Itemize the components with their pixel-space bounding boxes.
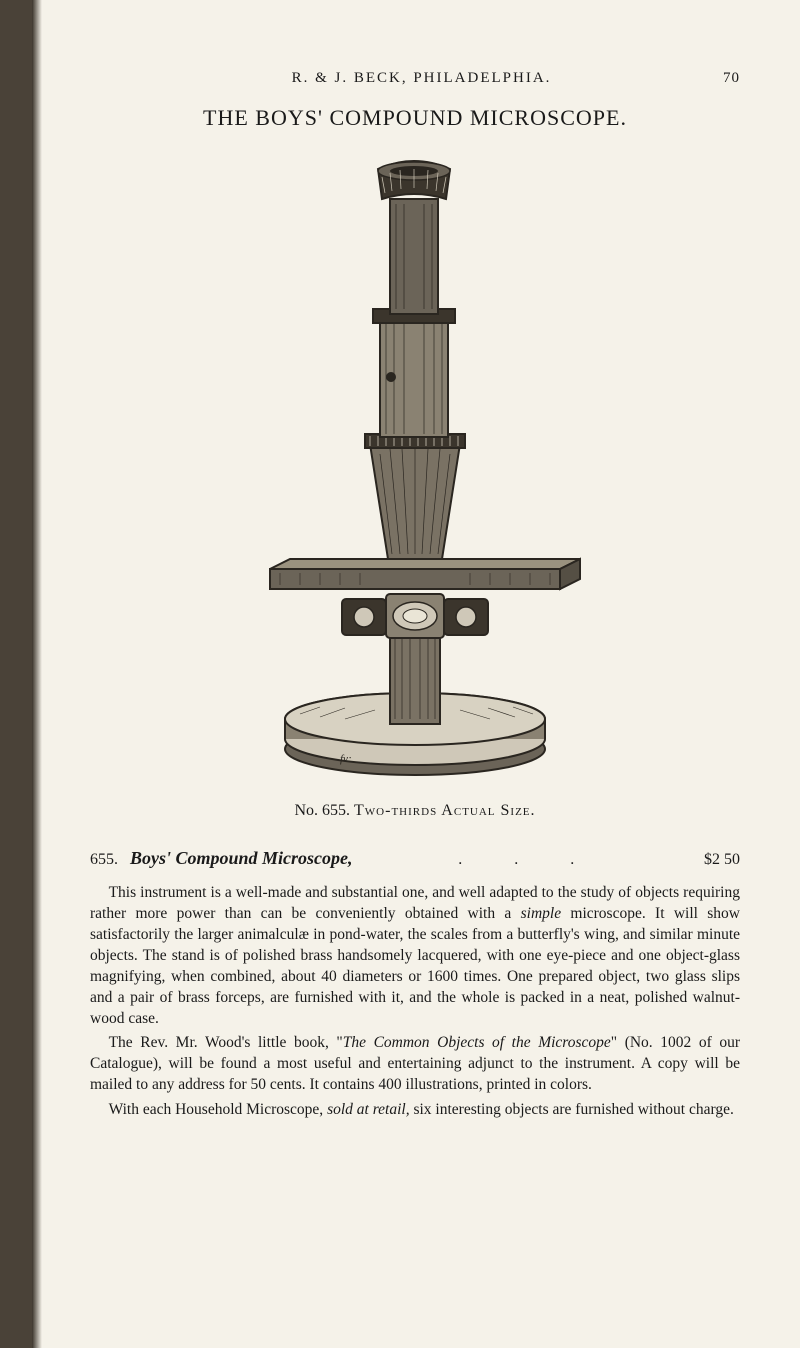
microscope-illustration: fv: <box>230 159 600 779</box>
illustration-caption: No. 655. Two-thirds Actual Size. <box>90 802 740 820</box>
caption-text: Two-thirds Actual Size. <box>354 802 536 819</box>
illustration: fv: <box>90 159 740 784</box>
entry-title: Boys' Compound Microscope, <box>130 848 353 868</box>
page: R. & J. BECK, PHILADELPHIA. 70 THE BOYS'… <box>0 0 800 1348</box>
p3-italic: sold at retail, <box>327 1101 410 1118</box>
entry-price: $2 50 <box>704 851 740 869</box>
p3-b: six interesting objects are furnished wi… <box>410 1101 734 1118</box>
entry-dots: . . . <box>353 851 704 869</box>
paragraph-1: This instrument is a well-made and subst… <box>90 883 740 1029</box>
caption-number: No. 655. <box>294 802 354 819</box>
entry-number: 655. <box>90 851 118 868</box>
p3-a: With each Household Microscope, <box>109 1101 327 1118</box>
p1-italic: simple <box>521 905 561 922</box>
page-title: THE BOYS' COMPOUND MICROSCOPE. <box>90 105 740 131</box>
svg-text:fv:: fv: <box>340 753 352 765</box>
paragraph-2: The Rev. Mr. Wood's little book, "The Co… <box>90 1033 740 1096</box>
p1-b: microscope. It will show satisfactorily … <box>90 905 740 1027</box>
running-head: R. & J. BECK, PHILADELPHIA. <box>120 70 723 87</box>
paragraph-3: With each Household Microscope, sold at … <box>90 1100 740 1121</box>
catalog-entry: 655. Boys' Compound Microscope, . . . $2… <box>90 848 740 869</box>
page-number: 70 <box>723 70 740 87</box>
entry-left: 655. Boys' Compound Microscope, <box>90 848 353 869</box>
p2-a: The Rev. Mr. Wood's little book, " <box>109 1034 343 1051</box>
p2-italic: The Common Objects of the Microscope <box>343 1034 611 1051</box>
binding-edge <box>0 0 42 1348</box>
header-row: R. & J. BECK, PHILADELPHIA. 70 <box>90 70 740 87</box>
